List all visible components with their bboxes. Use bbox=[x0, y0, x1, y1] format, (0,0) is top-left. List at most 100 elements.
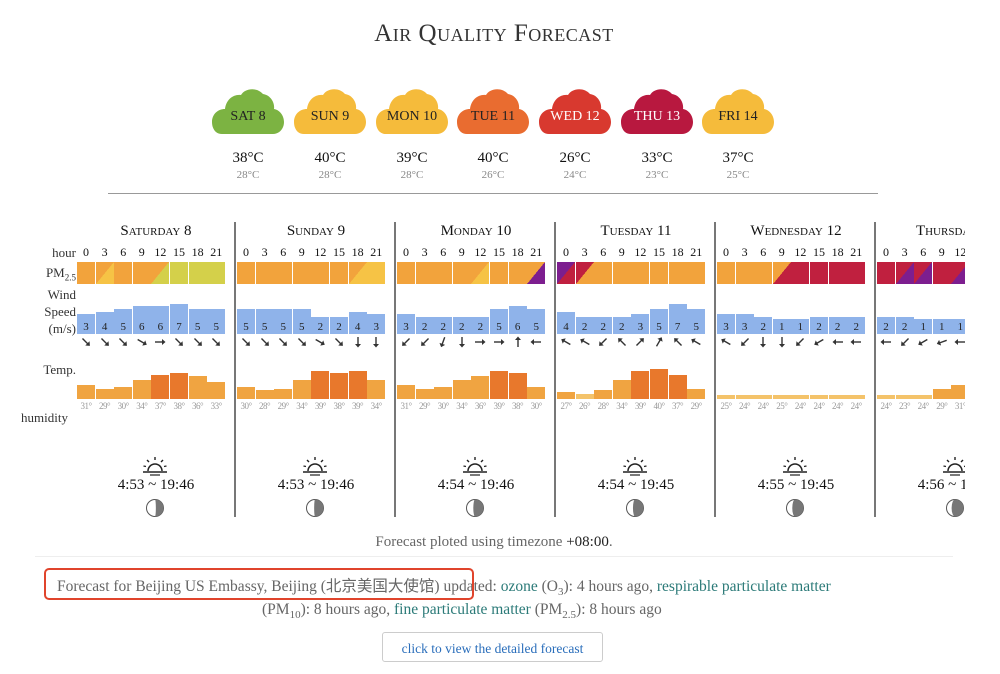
pm25-cell[interactable] bbox=[877, 262, 895, 284]
pm25-cell[interactable] bbox=[754, 262, 773, 284]
day-min-temp: 28°C bbox=[236, 169, 260, 181]
wind-speed-value: 2 bbox=[477, 321, 484, 333]
temp-value: 30° bbox=[117, 401, 130, 411]
pm25-cell[interactable] bbox=[828, 262, 847, 284]
pm25-cell[interactable] bbox=[631, 262, 650, 284]
row-label-hour: hour bbox=[52, 245, 76, 260]
wind-bar bbox=[415, 316, 434, 334]
day-badge[interactable]: WED 12 bbox=[539, 85, 611, 137]
pm25-cell[interactable] bbox=[951, 262, 965, 284]
pm25-cell[interactable] bbox=[415, 262, 434, 284]
pm25-cell[interactable] bbox=[237, 262, 255, 284]
pm25-cell[interactable] bbox=[735, 262, 754, 284]
temp-value: 27° bbox=[560, 401, 572, 411]
pm25-cell[interactable] bbox=[151, 262, 170, 284]
pm25-cell[interactable] bbox=[847, 262, 866, 284]
pm25-cell[interactable] bbox=[311, 262, 330, 284]
wind-direction bbox=[650, 335, 668, 351]
pm25-cell[interactable] bbox=[810, 262, 828, 284]
pm25-cell[interactable] bbox=[772, 262, 791, 284]
wind-speed-value: 1 bbox=[797, 321, 804, 333]
pm10-link[interactable]: respirable particulate matter bbox=[656, 578, 831, 595]
pm25-cell[interactable] bbox=[188, 262, 207, 284]
wind-arrow-icon bbox=[740, 337, 749, 346]
ozone-link[interactable]: ozone bbox=[500, 578, 538, 595]
temp-bar bbox=[631, 371, 650, 399]
hourly-forecast-grid[interactable]: hour PM2.5 Wind Speed (m/s) Temp. humidi… bbox=[0, 215, 965, 525]
pm-subscript: 2.5 bbox=[64, 272, 76, 283]
pm25-cell[interactable] bbox=[292, 262, 311, 284]
pm25-cell[interactable] bbox=[557, 262, 575, 284]
wind-bar bbox=[434, 316, 453, 334]
cloud-icon bbox=[294, 89, 366, 134]
pm25-cell[interactable] bbox=[932, 262, 951, 284]
wind-speed-value: 5 bbox=[280, 321, 286, 333]
day-badge[interactable]: THU 13 bbox=[621, 85, 693, 137]
pm25-cell[interactable] bbox=[687, 262, 706, 284]
pm25-cell[interactable] bbox=[717, 262, 735, 284]
day-badge[interactable]: MON 10 bbox=[376, 85, 448, 137]
wind-speed-value: 2 bbox=[336, 321, 342, 333]
day-badge[interactable]: SUN 9 bbox=[294, 85, 366, 137]
wind-arrow-icon bbox=[119, 337, 128, 346]
pm25-cell[interactable] bbox=[650, 262, 668, 284]
temp-bar bbox=[914, 395, 933, 399]
pm25-cell[interactable] bbox=[348, 262, 367, 284]
pm25-cell[interactable] bbox=[367, 262, 386, 284]
wind-arrow-icon bbox=[81, 337, 90, 346]
pm25-cell[interactable] bbox=[914, 262, 933, 284]
hour-label: 21 bbox=[690, 245, 703, 259]
pm25-cell[interactable] bbox=[95, 262, 114, 284]
pm25-cell[interactable] bbox=[575, 262, 594, 284]
sunrise-icon bbox=[143, 457, 167, 476]
temp-value: 29° bbox=[419, 401, 431, 411]
pm25-cell[interactable] bbox=[471, 262, 490, 284]
pm25-formula-end: ): bbox=[576, 601, 586, 618]
pm25-cell[interactable] bbox=[77, 262, 95, 284]
moon bbox=[77, 498, 235, 518]
pm25-cell[interactable] bbox=[207, 262, 226, 284]
sun-times: 4:55 ~ 19:45 bbox=[757, 477, 835, 493]
view-detailed-forecast-button[interactable]: click to view the detailed forecast bbox=[382, 632, 603, 662]
pm25-cell[interactable] bbox=[274, 262, 293, 284]
wind-speed-value: 6 bbox=[139, 321, 145, 333]
pm25-cell[interactable] bbox=[452, 262, 471, 284]
wind-bar bbox=[471, 316, 490, 334]
pm25-cell[interactable] bbox=[612, 262, 631, 284]
pm25-cell[interactable] bbox=[170, 262, 188, 284]
pm25-cell[interactable] bbox=[132, 262, 151, 284]
wind-speed-value: 6 bbox=[514, 321, 521, 333]
pm25-cell[interactable] bbox=[791, 262, 810, 284]
wind-bar bbox=[508, 306, 527, 334]
wind-speed-value: 5 bbox=[120, 321, 126, 333]
pm25-cell[interactable] bbox=[508, 262, 527, 284]
pm25-cell[interactable] bbox=[895, 262, 914, 284]
day-badge[interactable]: TUE 11 bbox=[457, 85, 529, 137]
pm25-cell[interactable] bbox=[594, 262, 613, 284]
pm25-cell[interactable] bbox=[330, 262, 348, 284]
wind-speed-value: 5 bbox=[533, 321, 539, 333]
day-badge[interactable]: SAT 8 bbox=[212, 85, 284, 137]
pm25-cell[interactable] bbox=[434, 262, 453, 284]
temp-value: 37° bbox=[672, 401, 684, 411]
temp-bar bbox=[490, 371, 508, 399]
day-max-temp: 26°C bbox=[559, 150, 591, 166]
hour-label: 18 bbox=[351, 245, 364, 259]
pm25-link[interactable]: fine particulate matter bbox=[394, 601, 531, 618]
wind-bar bbox=[914, 319, 933, 334]
pm25-cell[interactable] bbox=[114, 262, 133, 284]
wind-bar bbox=[810, 316, 828, 334]
pm25-age: 8 hours ago bbox=[589, 601, 662, 618]
pm25-cell[interactable] bbox=[255, 262, 274, 284]
wind-direction bbox=[631, 335, 649, 351]
pm25-cell[interactable] bbox=[668, 262, 687, 284]
pm25-cell[interactable] bbox=[527, 262, 546, 284]
pm25-cell[interactable] bbox=[397, 262, 415, 284]
row-label-wind-2: Speed bbox=[44, 304, 76, 319]
pm25-cell[interactable] bbox=[490, 262, 508, 284]
temp-bar bbox=[207, 381, 226, 399]
wind-direction bbox=[114, 335, 132, 351]
wind-direction bbox=[829, 335, 847, 351]
day-badge[interactable]: FRI 14 bbox=[702, 85, 774, 137]
temp-bar bbox=[847, 395, 866, 399]
